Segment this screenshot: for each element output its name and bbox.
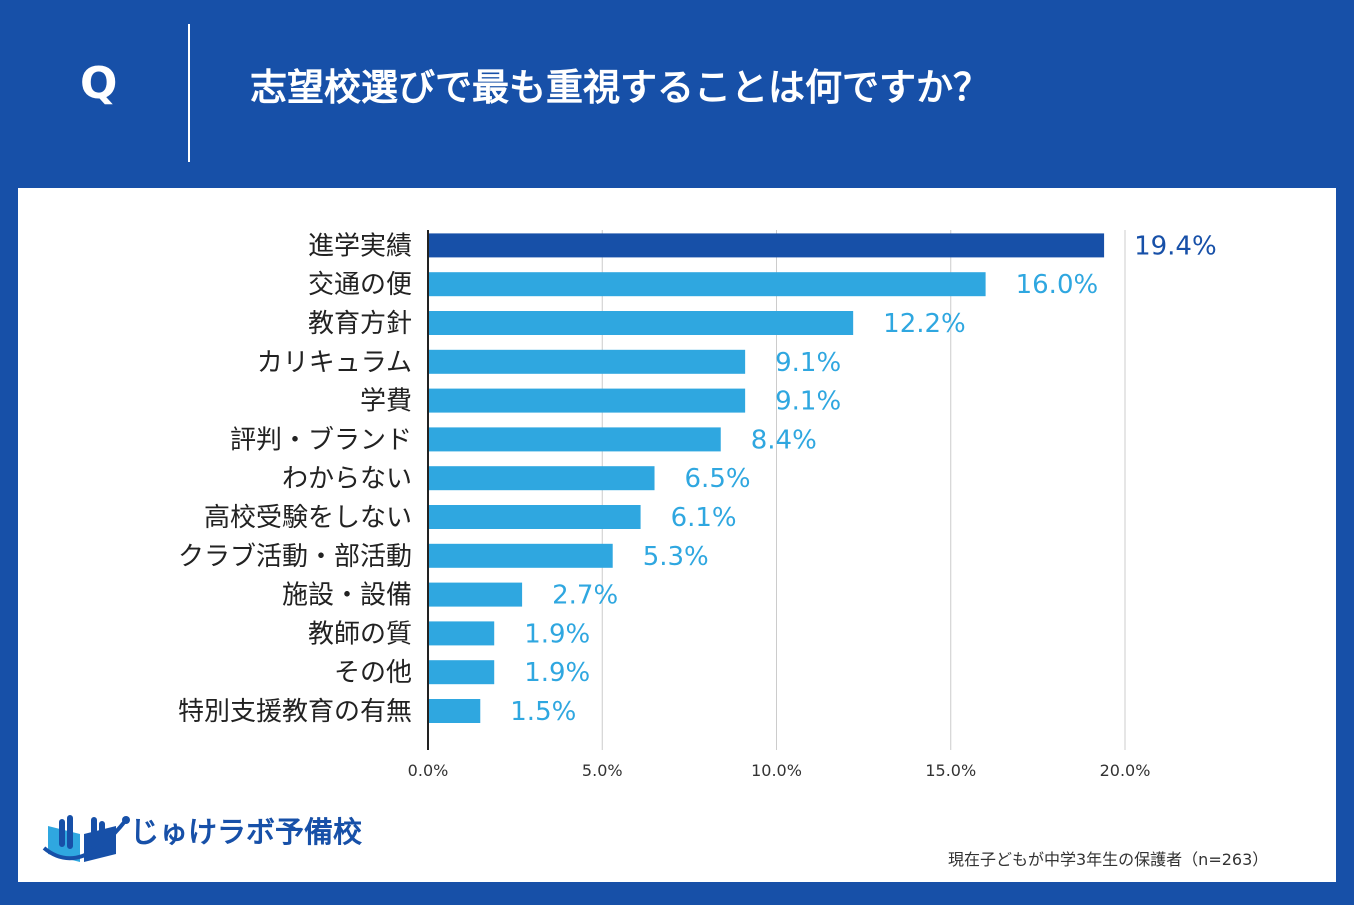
data-label: 9.1%: [775, 348, 841, 378]
bar: [428, 349, 746, 374]
bar: [428, 543, 613, 568]
question-marker: Q: [80, 58, 118, 109]
category-label: その他: [334, 658, 412, 688]
bar: [428, 233, 1105, 258]
category-label: 評判・ブランド: [230, 425, 412, 455]
header: Q 志望校選びで最も重視することは何ですか？: [0, 0, 1354, 188]
category-label: 高校受験をしない: [204, 503, 412, 533]
question-title: 志望校選びで最も重視することは何ですか？: [250, 66, 990, 109]
data-label: 5.3%: [643, 542, 709, 572]
data-label: 16.0%: [1016, 270, 1099, 300]
x-tick-label: 10.0%: [751, 761, 802, 780]
data-label: 1.9%: [524, 619, 590, 649]
chart-panel: 0.0% 5.0% 10.0% 15.0% 20.0% 進学実績 19.4% 交通の便 16.0…: [18, 188, 1336, 882]
x-tick-label: 15.0%: [925, 761, 976, 780]
bar-chart: 0.0% 5.0% 10.0% 15.0% 20.0% 進学実績 19.4% 交通の便 16.0…: [178, 230, 1217, 780]
bar: [428, 388, 746, 413]
bar: [428, 699, 481, 723]
category-label: 特別支援教育の有無: [178, 697, 412, 727]
header-divider: [188, 24, 190, 162]
data-label: 1.9%: [524, 658, 590, 688]
bar: [428, 582, 523, 607]
category-label: 交通の便: [308, 270, 412, 300]
logo-text: じゅけラボ予備校: [130, 815, 363, 849]
category-label: 教育方針: [308, 309, 412, 339]
bar: [428, 660, 495, 685]
x-tick-label: 0.0%: [408, 761, 449, 780]
category-label: 施設・設備: [282, 581, 412, 611]
data-label: 9.1%: [775, 387, 841, 417]
bar: [428, 505, 641, 529]
x-tick-label: 5.0%: [582, 761, 623, 780]
bar: [428, 272, 986, 297]
category-label: 教師の質: [308, 619, 412, 649]
bar: [428, 621, 495, 646]
sample-note: 現在子どもが中学3年生の保護者（n=263）: [948, 850, 1269, 869]
data-label: 19.4%: [1134, 231, 1217, 261]
category-label: カリキュラム: [257, 348, 412, 378]
category-label: 進学実績: [308, 231, 412, 261]
data-label: 12.2%: [883, 309, 966, 339]
bar: [428, 311, 854, 335]
category-label: 学費: [360, 387, 412, 417]
data-label: 6.5%: [685, 464, 751, 494]
data-label: 1.5%: [510, 697, 576, 727]
brand-logo: じゅけラボ予備校: [40, 808, 363, 868]
category-label: クラブ活動・部活動: [178, 542, 412, 572]
bar: [428, 427, 721, 452]
data-label: 6.1%: [671, 503, 737, 533]
data-label: 8.4%: [751, 425, 817, 455]
data-label: 2.7%: [552, 581, 618, 611]
category-label: わからない: [282, 464, 412, 494]
bar: [428, 466, 655, 491]
x-tick-label: 20.0%: [1100, 761, 1151, 780]
book-logo-icon: [42, 815, 130, 862]
